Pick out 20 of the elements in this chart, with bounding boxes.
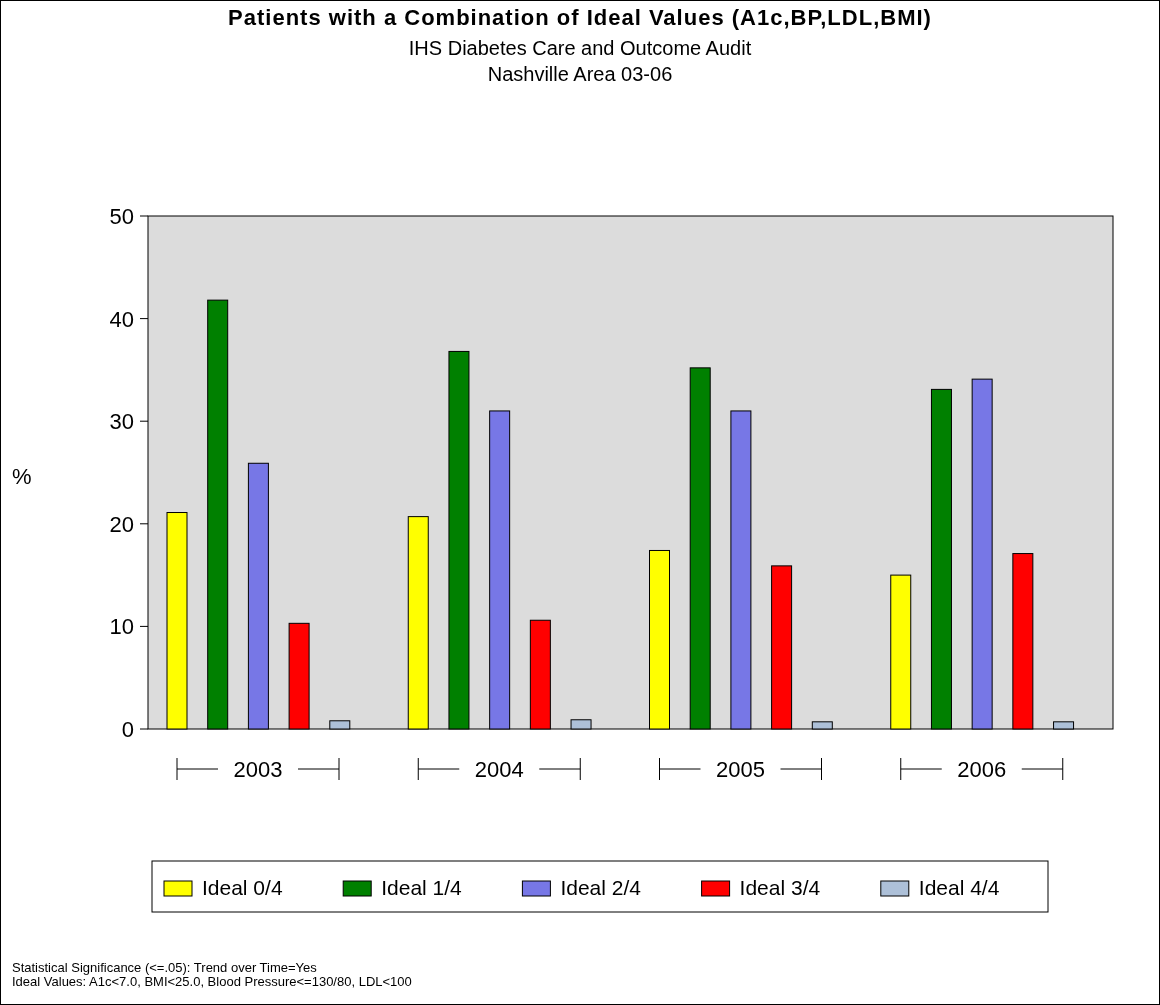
chart-subtitle: IHS Diabetes Care and Outcome Audit Nashville Area 03-06 <box>408 37 752 85</box>
x-tick-label: 2005 <box>716 757 765 782</box>
x-tick-label: 2003 <box>233 757 283 782</box>
x-tick-label: 2004 <box>474 757 524 782</box>
text: Ideal Values: A1c<7.0, BMI<25.0, Blood Pressure<=130/80, LDL<100 <box>12 974 412 989</box>
legend-label: Ideal 4/4 <box>918 876 1000 899</box>
legend-label: Ideal 3/4 <box>739 876 821 899</box>
text: Statistical Significance (<=.05): Trend over Time=Yes <box>12 960 318 975</box>
legend-label: Ideal 0/4 <box>202 876 283 899</box>
legend-label: Ideal 1/4 <box>381 876 463 899</box>
chart-title: Patients with a Combination of Ideal Values (A1c,BP,LDL,BMI) <box>228 5 932 30</box>
y-axis-title: % <box>12 464 32 489</box>
legend-label: Ideal 2/4 <box>560 876 642 899</box>
y-tick-label: 10 <box>109 614 134 640</box>
y-tick-label: 20 <box>109 511 134 537</box>
y-tick-label: 50 <box>109 204 134 229</box>
y-tick-label: 30 <box>109 409 134 435</box>
y-tick-label: 40 <box>109 306 134 332</box>
x-tick-label: 2006 <box>957 757 1007 782</box>
y-tick-label: 0 <box>121 717 134 742</box>
